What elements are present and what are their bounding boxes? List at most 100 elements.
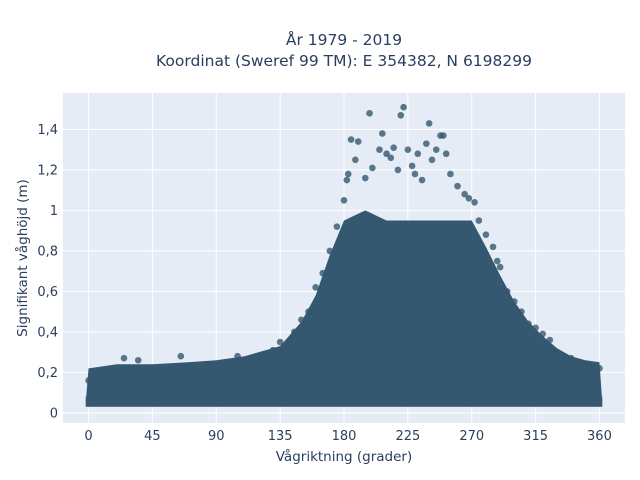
scatter-cloud-area [85, 210, 603, 403]
scatter-point [465, 194, 473, 202]
scatter-point [92, 379, 99, 386]
scatter-point [312, 284, 319, 291]
scatter-point [432, 146, 440, 153]
scatter-point [361, 174, 369, 182]
y-tick-label: 0,2 [37, 366, 58, 381]
scatter-point [291, 328, 298, 336]
chart-title-line-2: Koordinat (Sweref 99 TM): E 354382, N 61… [156, 52, 532, 70]
chart-title-line-1: År 1979 - 2019 [286, 30, 402, 49]
y-tick-labels: 0 0,2 0,4 0,6 0,8 1 1,2 1,4 [37, 123, 58, 421]
x-tick-label: 315 [523, 429, 548, 444]
scatter-point [191, 369, 199, 376]
scatter-point [184, 375, 192, 382]
scatter-point [354, 138, 362, 145]
x-tick-label: 225 [395, 429, 420, 444]
scatter-point [177, 352, 185, 360]
scatter-point [220, 365, 227, 372]
scatter-point [344, 170, 352, 178]
scatter-point [546, 336, 554, 344]
scatter-point [489, 243, 497, 251]
scatter-point [390, 144, 397, 151]
scatter-point [394, 166, 402, 174]
scatter-point [106, 381, 114, 388]
scatter-point [442, 150, 450, 158]
x-tick-label: 180 [332, 429, 357, 444]
scatter-point [596, 365, 603, 372]
scatter-point [212, 371, 220, 378]
scatter-point [418, 176, 426, 184]
scatter-point [120, 354, 128, 362]
scatter-point [149, 375, 156, 382]
scatter-point [234, 352, 241, 360]
x-tick-label: 45 [144, 429, 161, 444]
scatter-point [408, 162, 416, 170]
scatter-point [379, 130, 386, 137]
x-tick-label: 0 [84, 429, 92, 444]
scatter-point [319, 269, 327, 277]
scatter-point [369, 164, 376, 172]
scatter-point [482, 231, 490, 239]
y-tick-label: 0 [50, 406, 58, 421]
scatter-point [440, 132, 447, 139]
scatter-point [461, 190, 468, 198]
scatter-point [589, 363, 596, 370]
scatter-point [411, 170, 419, 178]
scatter-point [352, 156, 359, 164]
y-axis-title: Signifikant våghöjd (m) [14, 179, 31, 337]
scatter-point [340, 197, 348, 204]
scatter-point [553, 348, 561, 356]
scatter-point [539, 330, 546, 338]
scatter-point [493, 257, 501, 265]
scatter-point [343, 176, 351, 184]
scatter-point [163, 377, 170, 384]
scatter-point [269, 346, 277, 354]
x-tick-label: 135 [268, 429, 293, 444]
scatter-point [425, 120, 433, 127]
scatter-point [127, 377, 135, 384]
scatter-points [85, 103, 603, 388]
scatter-point [156, 373, 163, 380]
scatter-point [276, 338, 284, 346]
scatter-point [198, 373, 206, 380]
scatter-point [227, 369, 234, 376]
scatter-point [255, 354, 263, 362]
y-tick-label: 1,2 [37, 163, 58, 178]
scatter-point [423, 140, 430, 147]
x-tick-label: 360 [587, 429, 612, 444]
scatter-point [567, 354, 575, 362]
y-tick-label: 0,4 [37, 325, 58, 340]
scatter-point [248, 358, 256, 366]
y-tick-label: 1,4 [37, 123, 58, 138]
scatter-point [400, 103, 407, 111]
x-tick-labels: 0 45 90 135 180 225 270 315 360 [84, 429, 611, 444]
scatter-point [387, 154, 395, 162]
scatter-point [142, 379, 149, 386]
scatter-point [333, 223, 341, 230]
scatter-point [205, 367, 213, 374]
scatter-point [85, 377, 92, 384]
y-tick-label: 1 [50, 204, 58, 219]
scatter-point [574, 358, 582, 366]
scatter-point [475, 217, 483, 224]
scatter-point [241, 360, 248, 368]
x-tick-label: 90 [208, 429, 225, 444]
y-tick-label: 0,8 [37, 244, 58, 259]
scatter-point [134, 356, 142, 364]
scatter-point [113, 373, 121, 380]
scatter-point [511, 298, 518, 305]
scatter-point [428, 156, 436, 164]
scatter-point [414, 150, 422, 158]
scatter-point [397, 111, 405, 119]
scatter-low-band [85, 396, 603, 407]
scatter-point [99, 375, 107, 382]
scatter-point [581, 360, 589, 368]
scatter-point [471, 199, 478, 206]
scatter-point [298, 316, 305, 324]
scatter-point [560, 352, 568, 360]
scatter-point [283, 342, 291, 350]
y-tick-label: 0,6 [37, 285, 58, 300]
scatter-point [376, 146, 383, 153]
scatter-point [404, 146, 412, 153]
scatter-point [518, 308, 525, 315]
